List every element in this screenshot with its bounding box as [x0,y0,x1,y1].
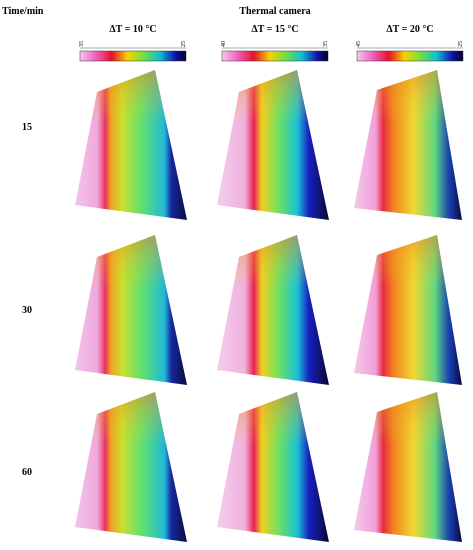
thermal-overlay [217,392,329,542]
thermal-overlay [217,235,329,385]
colorbar-label: 25 [181,41,187,47]
thermal-overlay [75,70,187,220]
title: Thermal camera [239,6,310,17]
thermal-overlay [75,392,187,542]
row-header: Time/min [2,6,44,17]
colorbar [356,50,464,62]
colorbar-label: 35 [79,41,85,47]
thermal-overlay [217,70,329,220]
row-label: 15 [22,122,32,133]
row-label: 30 [22,305,32,316]
colorbar-label: 45 [356,41,362,47]
thermal-overlay [354,235,462,385]
colorbar-label: 40 [221,41,227,47]
thermal-overlay [354,392,462,542]
colorbar [79,50,187,62]
colorbar-label: 35 [323,41,329,47]
colorbar [221,50,329,62]
thermal-overlay [75,235,187,385]
row-label: 60 [22,467,32,478]
column-label: ΔT = 15 °C [251,24,298,35]
thermal-overlay [354,70,462,220]
column-label: ΔT = 10 °C [109,24,156,35]
colorbar-label: 25 [458,41,464,47]
column-label: ΔT = 20 °C [386,24,433,35]
